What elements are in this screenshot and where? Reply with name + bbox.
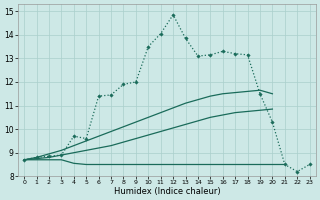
X-axis label: Humidex (Indice chaleur): Humidex (Indice chaleur) <box>114 187 220 196</box>
